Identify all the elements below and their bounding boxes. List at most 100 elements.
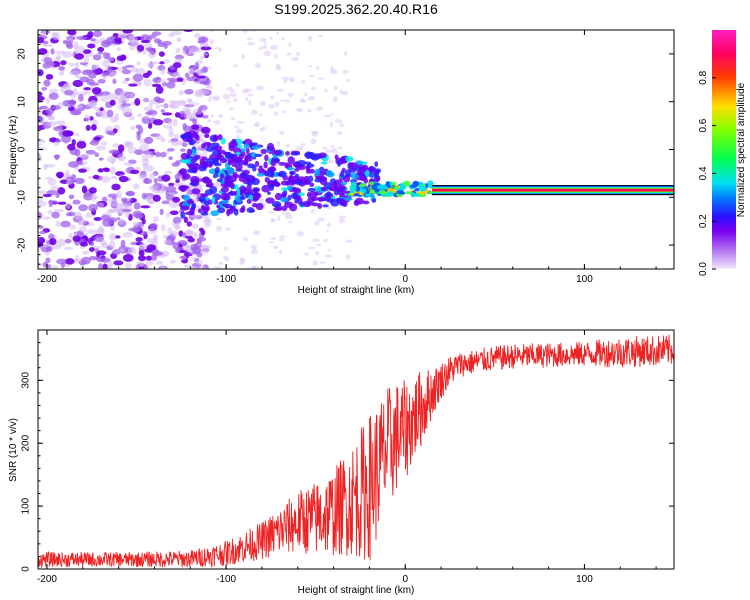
noise-blob <box>80 256 91 265</box>
signal-blob <box>322 204 329 208</box>
noise-blob <box>117 144 125 153</box>
noise-blob <box>264 45 268 50</box>
noise-blob <box>38 116 44 124</box>
noise-blob <box>310 208 316 214</box>
signal-blob <box>234 194 243 203</box>
noise-blob <box>222 255 229 260</box>
noise-blob <box>79 62 89 66</box>
signal-blob <box>184 133 192 139</box>
signal-blob <box>233 208 239 216</box>
signal-blob <box>232 155 239 162</box>
noise-blob <box>148 34 157 39</box>
noise-blob <box>172 72 182 79</box>
signal-blob <box>356 169 363 176</box>
noise-blob <box>241 53 245 60</box>
noise-blob <box>213 265 221 269</box>
noise-blob <box>137 126 144 135</box>
noise-blob <box>144 115 150 119</box>
x-tick-label: -100 <box>216 274 236 285</box>
colorbar <box>712 30 736 269</box>
noise-blob <box>49 88 59 93</box>
signal-blob <box>342 175 351 183</box>
x-tick-label: -200 <box>37 274 57 285</box>
noise-blob <box>120 197 128 203</box>
noise-blob <box>218 47 222 53</box>
noise-blob <box>330 112 334 116</box>
noise-blob <box>325 206 333 209</box>
noise-blob <box>209 38 215 45</box>
signal-blob <box>318 198 324 202</box>
noise-blob <box>155 104 160 109</box>
signal-blob <box>210 210 220 217</box>
noise-blob <box>122 30 133 34</box>
noise-blob <box>307 108 312 113</box>
signal-blob <box>204 205 210 212</box>
noise-blob <box>183 113 194 120</box>
noise-blob <box>338 215 347 218</box>
signal-blob <box>264 154 269 162</box>
noise-blob <box>89 241 95 247</box>
noise-blob <box>48 200 58 204</box>
noise-blob <box>125 92 134 98</box>
noise-blob <box>314 250 320 256</box>
noise-blob <box>87 43 96 49</box>
noise-blob <box>58 124 63 132</box>
noise-blob <box>189 46 200 54</box>
signal-blob <box>236 144 243 149</box>
noise-blob <box>140 40 151 44</box>
noise-blob <box>152 194 161 202</box>
signal-blob <box>340 198 346 206</box>
noise-blob <box>251 265 257 269</box>
noise-blob <box>163 239 172 245</box>
noise-blob <box>268 211 275 214</box>
noise-blob <box>74 132 80 137</box>
noise-blob <box>38 106 44 111</box>
noise-blob <box>168 156 173 161</box>
noise-blob <box>153 119 164 126</box>
signal-blob <box>379 189 386 195</box>
colorbar-label: Normalized spectral amplitude <box>736 82 747 217</box>
noise-blob <box>74 75 82 79</box>
noise-blob <box>126 141 134 147</box>
signal-blob <box>274 192 283 201</box>
noise-blob <box>159 104 170 108</box>
signal-blob <box>260 148 267 155</box>
x-tick-label: 100 <box>576 574 593 585</box>
noise-blob <box>182 107 190 114</box>
noise-blob <box>38 69 44 77</box>
noise-blob <box>72 79 84 88</box>
noise-blob <box>197 243 204 247</box>
signal-blob <box>364 169 370 177</box>
noise-blob <box>38 142 42 147</box>
colorbar-tick-label: 0.2 <box>698 214 709 228</box>
noise-blob <box>268 240 275 244</box>
signal-blob <box>266 169 274 178</box>
noise-blob <box>308 74 315 78</box>
noise-blob <box>109 99 116 106</box>
noise-blob <box>282 211 290 216</box>
signal-blob <box>234 184 239 190</box>
noise-blob <box>150 113 156 118</box>
signal-blob <box>287 156 295 164</box>
snr-frame <box>37 329 675 570</box>
signal-blob <box>285 151 290 156</box>
signal-blob <box>205 183 213 188</box>
noise-blob <box>318 76 325 80</box>
noise-blob <box>147 152 155 159</box>
noise-blob <box>197 107 202 113</box>
signal-blob <box>326 191 332 198</box>
noise-blob <box>175 247 181 252</box>
noise-blob <box>300 143 306 147</box>
noise-blob <box>79 226 87 233</box>
noise-blob <box>69 99 76 107</box>
signal-blob <box>281 187 288 192</box>
signal-blob <box>219 158 228 164</box>
noise-blob <box>177 101 187 107</box>
noise-blob <box>38 138 44 143</box>
signal-blob <box>314 168 321 177</box>
noise-blob <box>78 154 90 158</box>
noise-blob <box>130 125 136 131</box>
signal-blob <box>256 172 265 177</box>
signal-blob <box>191 158 196 165</box>
noise-blob <box>324 88 328 93</box>
